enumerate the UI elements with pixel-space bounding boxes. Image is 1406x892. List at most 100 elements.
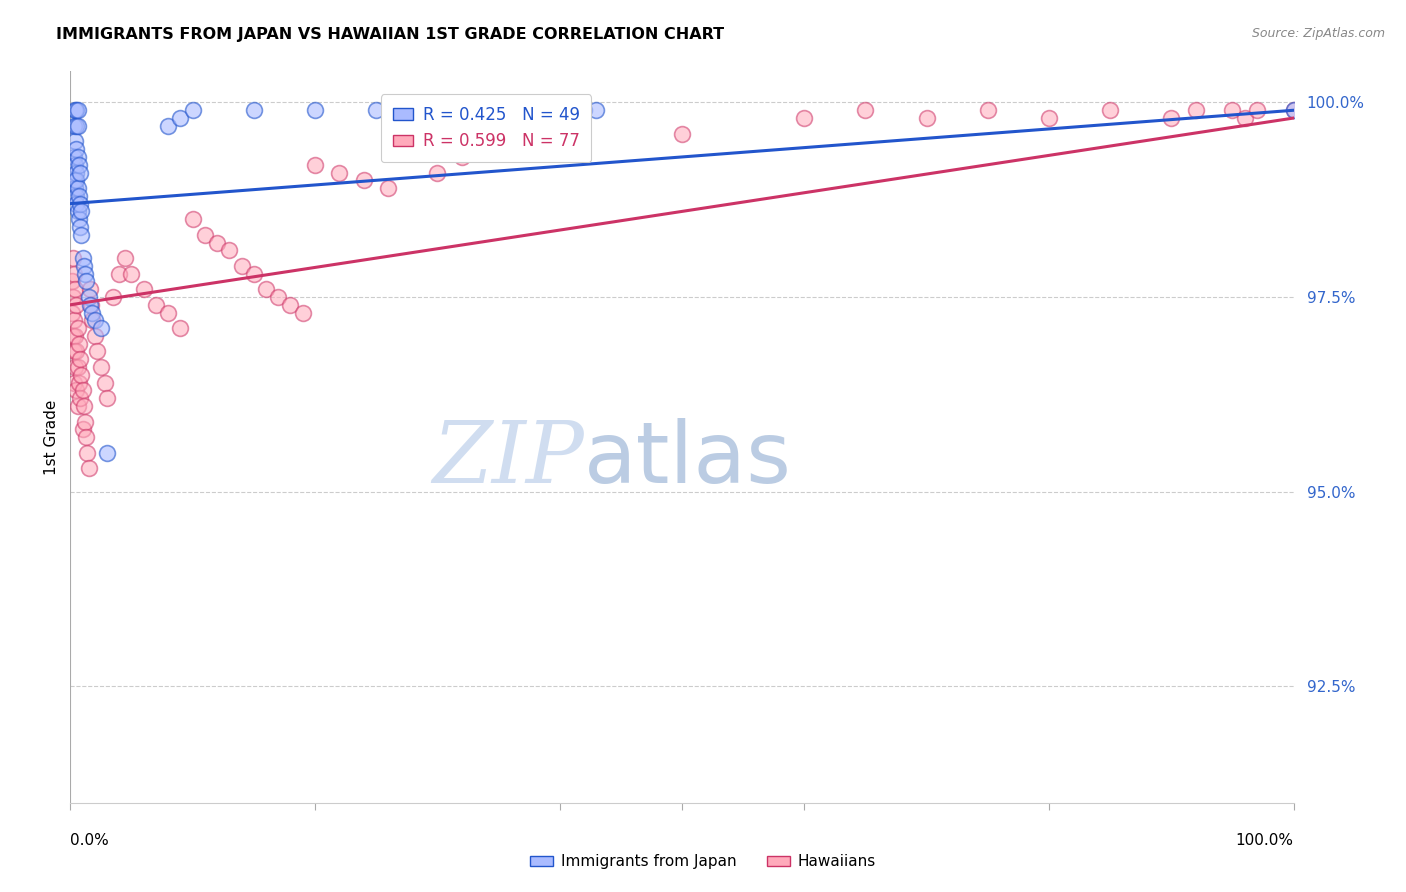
Point — [62, 290, 84, 304]
Point — [63, 103, 86, 118]
Point — [1246, 103, 1268, 118]
Legend: R = 0.425   N = 49, R = 0.599   N = 77: R = 0.425 N = 49, R = 0.599 N = 77 — [381, 95, 592, 162]
Point — [66, 321, 89, 335]
Text: Source: ZipAtlas.com: Source: ZipAtlas.com — [1251, 27, 1385, 40]
Point — [63, 158, 86, 172]
Point — [72, 251, 94, 265]
Point — [66, 150, 89, 164]
Point — [67, 158, 90, 172]
Point — [169, 111, 191, 125]
Point — [65, 173, 87, 187]
Point — [65, 165, 87, 179]
Point — [353, 173, 375, 187]
Point — [63, 359, 86, 374]
Point — [65, 189, 87, 203]
Point — [70, 204, 93, 219]
Point — [218, 244, 240, 258]
Point — [169, 321, 191, 335]
Point — [488, 142, 510, 156]
Point — [79, 282, 101, 296]
Point — [72, 384, 94, 398]
Point — [63, 313, 86, 327]
Point — [548, 103, 571, 118]
Point — [181, 103, 204, 118]
Point — [66, 204, 89, 219]
Point — [548, 135, 571, 149]
Point — [304, 158, 326, 172]
Point — [73, 399, 96, 413]
Point — [63, 173, 86, 187]
Point — [73, 415, 96, 429]
Point — [426, 103, 449, 118]
Text: IMMIGRANTS FROM JAPAN VS HAWAIIAN 1ST GRADE CORRELATION CHART: IMMIGRANTS FROM JAPAN VS HAWAIIAN 1ST GR… — [56, 27, 724, 42]
Point — [69, 352, 91, 367]
Point — [77, 461, 100, 475]
Point — [243, 103, 266, 118]
Point — [65, 344, 87, 359]
Legend: Immigrants from Japan, Hawaiians: Immigrants from Japan, Hawaiians — [524, 848, 882, 875]
Point — [101, 290, 124, 304]
Point — [65, 103, 87, 118]
Point — [96, 391, 118, 405]
Point — [75, 275, 97, 289]
Point — [793, 111, 815, 125]
Point — [585, 103, 607, 118]
Point — [915, 111, 938, 125]
Point — [93, 376, 115, 390]
Point — [60, 305, 83, 319]
Point — [1160, 111, 1182, 125]
Point — [75, 430, 97, 444]
Point — [67, 189, 90, 203]
Point — [63, 376, 86, 390]
Point — [72, 422, 94, 436]
Point — [60, 275, 83, 289]
Point — [62, 329, 84, 343]
Point — [157, 119, 180, 133]
Point — [1282, 103, 1305, 118]
Point — [488, 103, 510, 118]
Point — [366, 103, 388, 118]
Point — [63, 119, 86, 133]
Point — [77, 290, 100, 304]
Point — [108, 267, 131, 281]
Point — [65, 384, 87, 398]
Point — [66, 103, 89, 118]
Point — [66, 359, 89, 374]
Point — [304, 103, 326, 118]
Text: 0.0%: 0.0% — [70, 833, 110, 848]
Point — [69, 196, 91, 211]
Point — [280, 298, 302, 312]
Point — [69, 219, 91, 234]
Point — [114, 251, 136, 265]
Point — [66, 399, 89, 413]
Point — [243, 267, 266, 281]
Point — [79, 298, 101, 312]
Point — [96, 445, 118, 459]
Point — [157, 305, 180, 319]
Point — [976, 103, 998, 118]
Point — [69, 391, 91, 405]
Point — [1099, 103, 1122, 118]
Point — [65, 196, 87, 211]
Point — [90, 321, 112, 335]
Point — [82, 305, 104, 319]
Point — [67, 376, 90, 390]
Point — [62, 251, 84, 265]
Point — [90, 359, 112, 374]
Point — [231, 259, 253, 273]
Point — [291, 305, 314, 319]
Point — [65, 142, 87, 156]
Point — [86, 344, 108, 359]
Point — [70, 368, 93, 382]
Point — [671, 127, 693, 141]
Point — [63, 282, 86, 296]
Point — [69, 165, 91, 179]
Text: ZIP: ZIP — [432, 417, 583, 500]
Text: atlas: atlas — [583, 417, 792, 500]
Text: 100.0%: 100.0% — [1236, 833, 1294, 848]
Point — [83, 313, 105, 327]
Point — [450, 150, 472, 164]
Point — [1233, 111, 1256, 125]
Point — [132, 282, 155, 296]
Point — [76, 445, 98, 459]
